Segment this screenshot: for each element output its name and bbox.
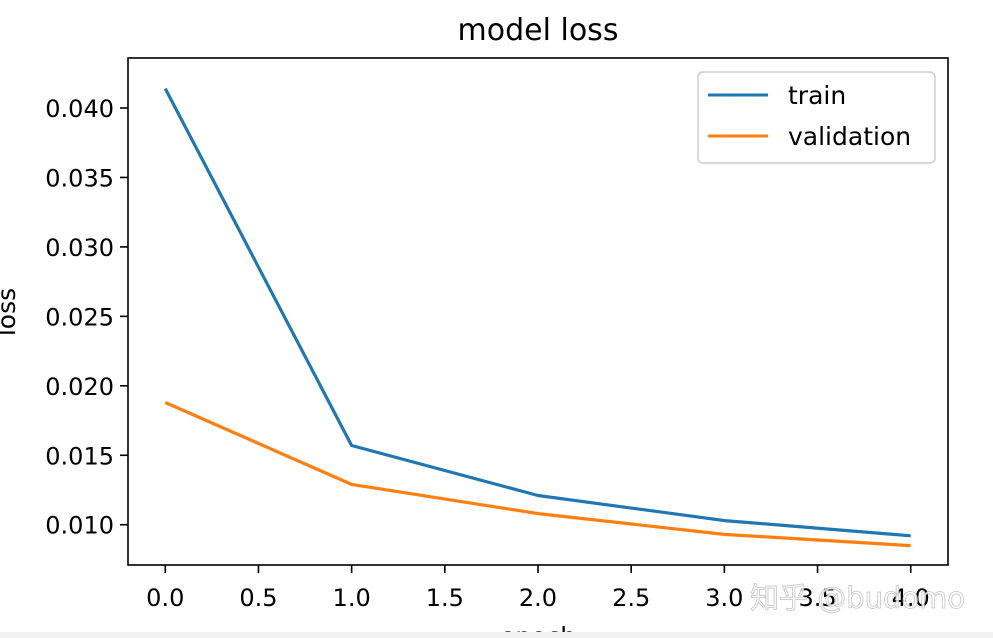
- footer-strip: [0, 632, 993, 638]
- series-line-validation: [164, 401, 911, 548]
- series-lines: [163, 87, 911, 548]
- x-tick-label: 3.0: [705, 584, 743, 612]
- x-tick-label: 2.5: [612, 584, 650, 612]
- y-tick-label: 0.030: [45, 234, 114, 262]
- y-tick-label: 0.025: [45, 303, 114, 331]
- y-tick-label: 0.010: [45, 512, 114, 540]
- x-tick-label: 4.0: [892, 584, 930, 612]
- series-line-train: [163, 87, 911, 538]
- y-axis-label: loss: [0, 288, 21, 336]
- x-tick-label: 0.5: [239, 584, 277, 612]
- y-tick-label: 0.020: [45, 373, 114, 401]
- x-tick-label: 2.0: [519, 584, 557, 612]
- legend-label-train: train: [788, 81, 846, 110]
- y-tick-label: 0.040: [45, 95, 114, 123]
- y-tick-label: 0.015: [45, 442, 114, 470]
- y-axis: 0.010 0.015 0.020 0.025 0.030 0.035 0.040: [45, 95, 128, 540]
- x-tick-label: 0.0: [146, 584, 184, 612]
- legend-label-validation: validation: [788, 122, 911, 151]
- x-tick-label: 1.5: [426, 584, 464, 612]
- x-tick-label: 1.0: [333, 584, 371, 612]
- watermark-text: 知乎 @budomo: [750, 581, 965, 615]
- y-tick-label: 0.035: [45, 164, 114, 192]
- chart-title: model loss: [458, 13, 619, 48]
- x-axis: 0.0 0.5 1.0 1.5 2.0 2.5 3.0 3.5 4.0: [146, 565, 930, 612]
- legend: train validation: [697, 71, 936, 164]
- x-tick-label: 3.5: [798, 584, 836, 612]
